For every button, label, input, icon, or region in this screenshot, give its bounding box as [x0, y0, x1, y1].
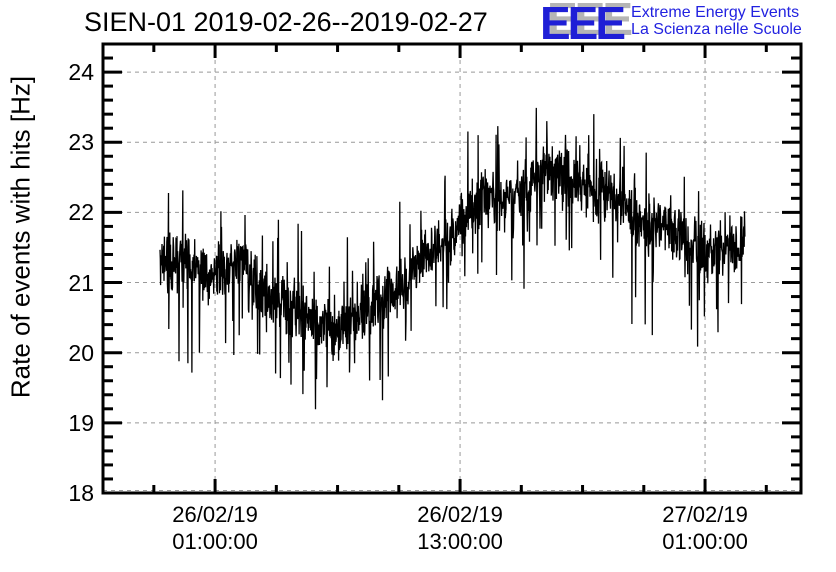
y-tick-label: 19 — [68, 409, 94, 436]
y-tick-label: 22 — [68, 199, 94, 226]
eee-logo-acronym: EEE — [540, 0, 626, 49]
plot-frame — [101, 42, 803, 495]
x-tick-label: 26/02/19 01:00:00 — [145, 501, 285, 555]
x-tick-date: 26/02/19 — [417, 502, 503, 527]
x-tick-date: 26/02/19 — [172, 502, 258, 527]
x-tick-time: 01:00:00 — [172, 529, 258, 554]
y-tick-label: 23 — [68, 129, 94, 156]
y-tick-label: 18 — [68, 480, 94, 506]
eee-logo-line1: Extreme Energy Events — [631, 4, 800, 21]
y-tick-label: 20 — [68, 339, 94, 366]
x-tick-time: 13:00:00 — [417, 529, 503, 554]
y-tick-label: 21 — [68, 269, 94, 296]
y-tick-label: 24 — [68, 59, 94, 86]
x-tick-label: 27/02/19 01:00:00 — [635, 501, 775, 555]
x-tick-date: 27/02/19 — [662, 502, 748, 527]
chart-title: SIEN-01 2019-02-26--2019-02-27 — [84, 7, 488, 37]
data-series-line — [159, 107, 746, 410]
eee-logo-line2: La Scienza nelle Scuole — [631, 21, 802, 38]
x-tick-label: 26/02/19 13:00:00 — [390, 501, 530, 555]
x-tick-time: 01:00:00 — [662, 529, 748, 554]
eee-logo-text: Extreme Energy Events La Scienza nelle S… — [631, 4, 802, 38]
eee-logo: EEE Extreme Energy Events La Scienza nel… — [540, 0, 802, 49]
